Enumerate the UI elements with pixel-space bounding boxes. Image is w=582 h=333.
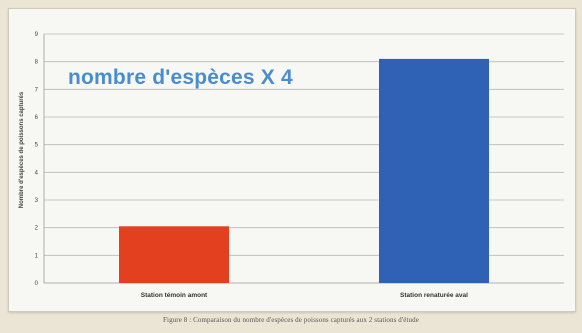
bars bbox=[119, 58, 489, 284]
bar bbox=[119, 226, 229, 283]
y-tick-label: 8 bbox=[35, 60, 39, 66]
y-tick-label: 4 bbox=[35, 170, 39, 176]
y-tick-label: 5 bbox=[35, 143, 39, 149]
x-tick-label: Station renaturée aval bbox=[400, 292, 468, 299]
bar bbox=[379, 58, 489, 284]
y-tick-label: 3 bbox=[35, 198, 39, 204]
species-multiplier-annotation: nombre d'espèces X 4 bbox=[68, 66, 293, 89]
y-tick-label: 1 bbox=[35, 253, 39, 259]
y-tick-label: 6 bbox=[35, 115, 39, 121]
y-axis-label: Nombre d'espèces de poissons capturés bbox=[19, 91, 25, 208]
x-tick-labels: Station témoin amont Station renaturée av… bbox=[141, 292, 468, 299]
y-tick-label: 2 bbox=[35, 226, 39, 232]
y-tick-label: 0 bbox=[35, 281, 39, 287]
x-tick-label: Station témoin amont bbox=[141, 292, 208, 299]
figure-caption: Figure 8 : Comparaison du nombre d'espèc… bbox=[163, 316, 419, 324]
y-tick-label: 7 bbox=[35, 87, 39, 93]
y-tick-labels: 0 1 2 3 4 5 6 7 8 9 bbox=[35, 32, 39, 287]
y-tick-label: 9 bbox=[35, 32, 39, 38]
